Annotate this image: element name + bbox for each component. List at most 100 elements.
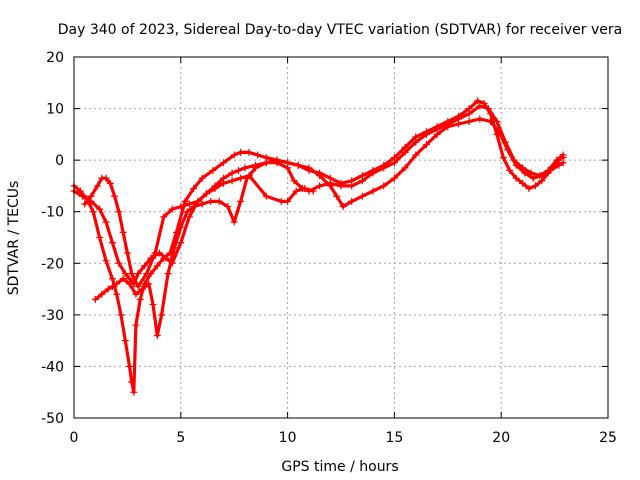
data-point: [309, 187, 317, 195]
y-tick-label: -20: [41, 256, 64, 272]
data-point: [134, 270, 142, 278]
data-point: [185, 200, 193, 208]
data-point: [164, 270, 172, 278]
data-point: [113, 290, 121, 298]
axes: 0 5 10 15 20 25 -50 -40 -30 -20 -10 0 10 20: [41, 50, 617, 446]
data-point: [301, 185, 309, 193]
data-point: [220, 179, 228, 187]
data-point: [126, 280, 134, 288]
data-point: [177, 203, 185, 211]
data-point: [119, 228, 127, 236]
y-tick-label: 0: [55, 153, 64, 169]
data-point: [254, 151, 262, 159]
data-point: [290, 177, 298, 185]
data-point: [380, 164, 388, 172]
data-point: [87, 192, 95, 200]
data-point: [130, 388, 138, 396]
data-point: [433, 130, 441, 138]
data-point: [230, 218, 238, 226]
data-point: [493, 117, 501, 125]
data-point: [531, 182, 539, 190]
data-point: [220, 159, 228, 167]
data-point: [237, 197, 245, 205]
data-point: [215, 197, 223, 205]
data-point: [476, 115, 484, 123]
data-point: [96, 205, 104, 213]
data-point: [422, 141, 430, 149]
data-point: [113, 280, 121, 288]
data-point: [241, 164, 249, 172]
data-point: [140, 262, 148, 270]
data-point: [316, 182, 324, 190]
data-point: [465, 110, 473, 118]
data-point: [465, 117, 473, 125]
data-point: [512, 174, 520, 182]
data-point: [98, 290, 106, 298]
data-point: [444, 123, 452, 131]
data-point: [153, 262, 161, 270]
data-point: [89, 208, 97, 216]
data-point: [237, 174, 245, 182]
data-point: [412, 151, 420, 159]
x-tick-label: 10: [279, 430, 297, 446]
data-point: [273, 156, 281, 164]
series-track-b: [70, 102, 567, 288]
data-point: [162, 254, 170, 262]
data-point: [198, 174, 206, 182]
data-point: [104, 285, 112, 293]
data-point: [348, 182, 356, 190]
data-point: [305, 164, 313, 172]
data-point: [136, 295, 144, 303]
data-point: [145, 280, 153, 288]
y-tick-label: -10: [41, 205, 64, 221]
data-point: [245, 148, 253, 156]
x-axis-label: GPS time / hours: [281, 459, 398, 475]
x-tick-label: 25: [599, 430, 617, 446]
data-point: [348, 197, 356, 205]
data-point: [504, 146, 512, 154]
data-point: [168, 205, 176, 213]
data-point: [111, 192, 119, 200]
data-point: [284, 159, 292, 167]
data-point: [546, 166, 554, 174]
data-point: [555, 161, 563, 169]
data-point: [521, 169, 529, 177]
grid: [74, 57, 608, 418]
data-point: [183, 208, 191, 216]
data-point: [559, 159, 567, 167]
series-track-a: [70, 97, 567, 396]
data-point: [177, 239, 185, 247]
data-point: [252, 164, 260, 172]
data-point: [170, 244, 178, 252]
data-point: [190, 185, 198, 193]
data-point: [412, 138, 420, 146]
data-point: [160, 213, 168, 221]
data-point: [262, 192, 270, 200]
data-point: [512, 161, 520, 169]
data-series: [70, 97, 567, 396]
data-point: [454, 120, 462, 128]
data-point: [158, 311, 166, 319]
data-point: [153, 331, 161, 339]
data-point: [484, 105, 492, 113]
data-point: [358, 177, 366, 185]
data-point: [228, 177, 236, 185]
data-point: [134, 282, 142, 290]
data-point: [177, 223, 185, 231]
data-point: [81, 200, 89, 208]
data-point: [108, 239, 116, 247]
data-point: [401, 164, 409, 172]
data-point: [102, 174, 110, 182]
data-point: [525, 185, 533, 193]
x-tick-label: 15: [385, 430, 403, 446]
data-point: [108, 282, 116, 290]
data-point: [138, 285, 146, 293]
data-point: [390, 174, 398, 182]
data-point: [115, 259, 123, 267]
data-point: [401, 148, 409, 156]
data-point: [553, 156, 561, 164]
data-point: [121, 337, 129, 345]
data-point: [294, 161, 302, 169]
data-point: [228, 169, 236, 177]
